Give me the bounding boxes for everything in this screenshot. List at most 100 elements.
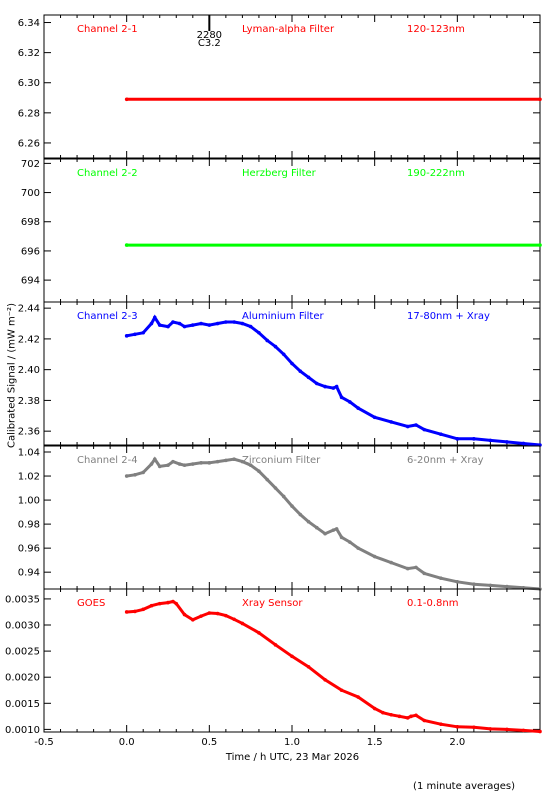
data-point [472,725,476,730]
data-point [149,321,154,326]
x-tick-label: 2.0 [449,737,465,748]
data-point [133,609,137,614]
data-point [240,321,245,326]
data-point [323,531,327,536]
y-tick-label: 700 [21,188,40,199]
panel-filter-label: Xray Sensor [242,598,303,609]
panel-range-label: 6-20nm + Xray [407,455,484,466]
y-tick-label: 1.04 [18,448,40,459]
data-point [323,678,327,682]
data-point [298,512,303,517]
y-tick-label: 6.34 [18,18,40,29]
data-point [191,617,195,622]
data-point [265,477,270,482]
panel-frame-1 [43,14,541,159]
data-point [177,321,182,326]
data-point [521,728,526,733]
data-point [414,423,418,427]
panel-channel-label: Channel 2-4 [77,455,138,466]
y-tick-label: 0.96 [18,544,40,555]
y-tick-label: 698 [21,217,40,228]
data-point [124,97,129,102]
series-line-3 [126,314,541,447]
y-tick-label: 696 [21,246,40,257]
data-point [182,463,187,468]
data-point [405,566,410,571]
data-point [372,554,377,559]
data-point [339,535,344,540]
data-point [405,716,410,720]
data-point [397,714,402,719]
data-point [334,527,339,531]
data-point [199,461,203,465]
y-tick-label: 0.0025 [5,647,40,658]
data-point [215,459,220,464]
data-point [414,713,418,718]
data-point [232,457,236,462]
data-point [171,320,175,324]
data-point [521,441,526,446]
data-point [281,352,286,357]
data-point [455,579,460,584]
y-tick-label: 1.02 [18,472,40,483]
data-point [505,584,509,589]
x-tick-label: 0.5 [201,737,217,748]
data-point [414,565,418,570]
panel-range-label: 0.1-0.8nm [407,598,459,609]
data-point [224,320,228,324]
y-tick-label: 6.28 [18,108,40,119]
data-point [306,664,311,669]
data-point [124,474,129,478]
data-point [171,459,175,464]
data-point [215,321,220,326]
data-point [257,330,261,335]
data-point [356,695,360,699]
data-point [381,710,385,715]
data-point [171,599,175,604]
data-point [334,384,339,389]
panel-range-label: 120-123nm [407,24,465,35]
data-point [124,243,129,247]
data-point [372,706,377,711]
panel-frame-4 [43,445,541,590]
data-point [248,463,253,468]
data-point [174,601,179,606]
data-point [488,727,493,731]
data-point [339,395,344,400]
data-point [166,463,170,468]
data-point [141,607,145,612]
data-point [281,494,286,499]
data-point [207,323,212,327]
series-line-5 [126,599,541,733]
x-axis-label: Time / h UTC, 23 Mar 2026 [225,752,360,763]
data-point [439,722,443,726]
y-tick-label: 6.32 [18,48,40,59]
data-point [232,320,236,324]
data-point [505,440,509,444]
data-point [199,321,203,326]
data-point [133,473,137,477]
data-point [538,97,542,102]
data-point [224,613,228,618]
data-point [199,614,203,618]
y-tick-label: 2.42 [18,334,40,345]
data-point [356,406,360,410]
data-point [488,438,493,443]
data-point [248,324,253,329]
data-point [215,611,220,616]
data-point [348,540,352,544]
data-point [157,323,162,327]
data-point [177,462,182,466]
data-point [290,504,294,508]
y-tick-label: 1.00 [18,496,40,507]
y-tick-label: 2.40 [18,365,40,376]
data-point [166,600,170,605]
data-point [455,437,460,441]
panel-channel-label: Channel 2-1 [77,24,138,35]
y-axis-label-wrap: Calibrated Signal / (mW m⁻²) [2,300,18,460]
y-tick-label: 6.30 [18,78,40,89]
panel-frame-2 [43,158,541,303]
data-point [389,560,394,565]
data-point [439,576,443,580]
data-point [207,461,212,465]
